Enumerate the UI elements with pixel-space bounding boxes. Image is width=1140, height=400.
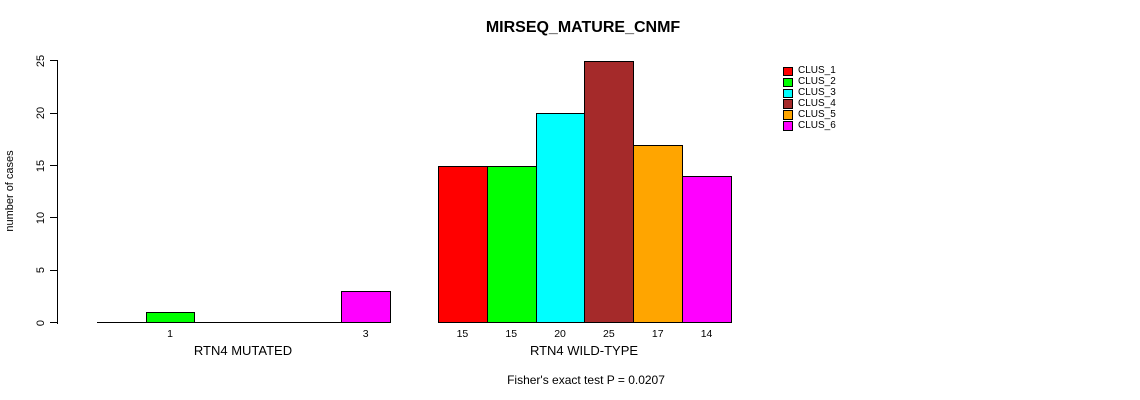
- bar-value-label: 17: [651, 328, 664, 340]
- y-tick-mark: [50, 269, 57, 271]
- legend-item: CLUS_4: [783, 99, 836, 110]
- y-axis-line: [57, 60, 58, 324]
- x-group-label-mutated: RTN4 MUTATED: [193, 343, 293, 358]
- legend-label: CLUS_4: [798, 98, 836, 110]
- x-axis-baseline: [96, 322, 392, 324]
- y-tick-label: 0: [34, 319, 47, 326]
- y-tick-label: 5: [34, 267, 47, 274]
- legend-label: CLUS_1: [798, 65, 836, 77]
- bar-value-label: 20: [554, 328, 566, 340]
- legend-color-swatch-clus_5: [783, 110, 793, 120]
- x-group-label-wildtype: RTN4 WILD-TYPE: [529, 343, 639, 358]
- legend-label: CLUS_2: [798, 76, 836, 88]
- legend-color-swatch-clus_1: [783, 66, 793, 77]
- legend-color-swatch-clus_6: [783, 121, 793, 131]
- bar-clus_2: [486, 165, 537, 324]
- bar-clus_6: [341, 291, 392, 324]
- legend-color-swatch-clus_4: [783, 99, 793, 109]
- bar-clus_4: [584, 60, 635, 324]
- y-tick-mark: [50, 60, 57, 62]
- legend-item: CLUS_6: [783, 121, 836, 132]
- bar-value-label: 3: [362, 328, 369, 340]
- legend: CLUS_1 CLUS_2 CLUS_3 CLUS_4 CLUS_5 CLUS_6: [783, 66, 836, 132]
- bar-clus_2: [145, 312, 196, 324]
- legend-item: CLUS_5: [783, 110, 836, 121]
- bar-clus_6: [682, 176, 732, 324]
- y-tick-label: 20: [34, 106, 47, 120]
- legend-label: CLUS_5: [798, 109, 836, 121]
- y-tick-mark: [50, 217, 57, 219]
- bar-value-label: 25: [603, 328, 615, 340]
- bar-clus_5: [633, 144, 684, 324]
- bar-value-label: 14: [700, 328, 713, 340]
- legend-color-swatch-clus_2: [783, 77, 793, 88]
- y-tick-label: 25: [34, 54, 47, 67]
- legend-item: CLUS_1: [783, 66, 836, 77]
- legend-color-swatch-clus_3: [783, 88, 793, 99]
- legend-item: CLUS_2: [783, 77, 836, 88]
- bar-clus_3: [535, 113, 586, 324]
- bar-value-label: 1: [167, 328, 173, 340]
- y-tick-mark: [50, 322, 57, 324]
- y-tick-mark: [50, 112, 57, 114]
- chart-title: MIRSEQ_MATURE_CNMF: [485, 19, 681, 36]
- y-tick-label: 10: [34, 211, 47, 225]
- bar-clus_1: [438, 165, 488, 324]
- y-tick-mark: [50, 165, 57, 167]
- legend-label: CLUS_3: [798, 87, 836, 99]
- fisher-test-annotation: Fisher's exact test P = 0.0207: [507, 373, 665, 387]
- bar-value-label: 15: [456, 328, 469, 340]
- legend-label: CLUS_6: [798, 120, 836, 132]
- y-tick-label: 15: [34, 159, 47, 172]
- bar-value-label: 15: [505, 328, 518, 340]
- legend-item: CLUS_3: [783, 88, 836, 99]
- y-axis-label: number of cases: [4, 150, 16, 232]
